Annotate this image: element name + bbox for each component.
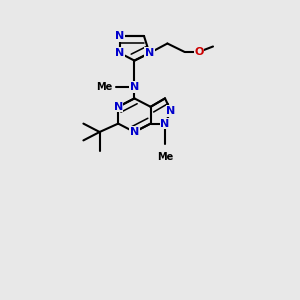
Text: N: N	[114, 102, 123, 112]
Text: N: N	[116, 31, 124, 41]
Text: N: N	[130, 127, 139, 137]
Text: N: N	[167, 106, 176, 116]
Text: N: N	[116, 48, 124, 58]
Text: Me: Me	[96, 82, 112, 92]
Text: O: O	[194, 47, 204, 57]
Text: Me: Me	[157, 152, 173, 161]
Text: N: N	[145, 48, 154, 58]
Text: N: N	[130, 82, 139, 92]
Text: N: N	[160, 118, 169, 129]
